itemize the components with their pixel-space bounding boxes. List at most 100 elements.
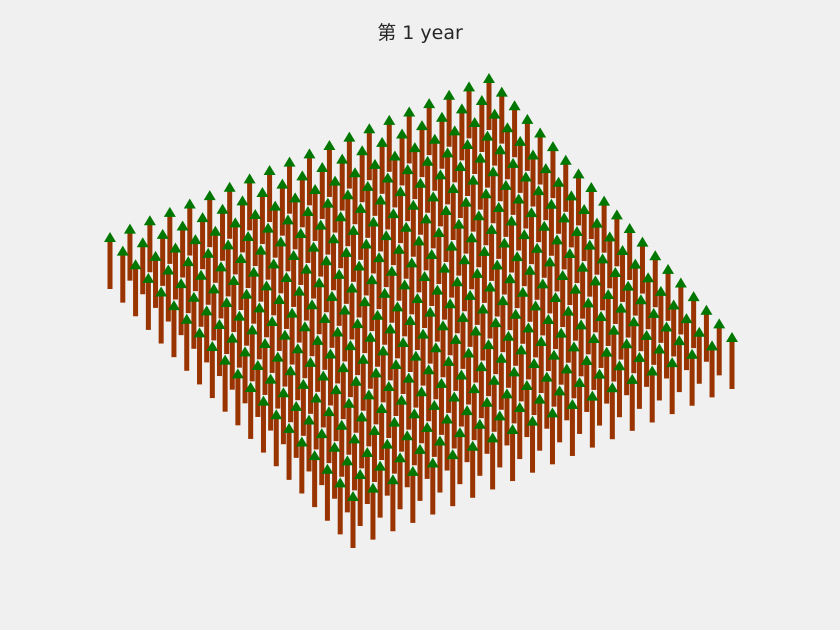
tree-marker — [444, 298, 457, 356]
tree-canopy — [383, 114, 396, 125]
tree-marker — [518, 229, 531, 287]
tree-marker — [351, 318, 364, 376]
tree-canopy — [536, 278, 549, 289]
tree-marker — [667, 299, 680, 357]
tree-canopy — [441, 413, 454, 424]
tree-trunk — [282, 338, 288, 387]
tree-marker — [646, 365, 659, 423]
tree-canopy — [437, 320, 449, 331]
tree-trunk — [434, 293, 440, 342]
tree-trunk — [279, 187, 285, 236]
tree-marker — [163, 206, 176, 264]
tree-trunk — [517, 411, 523, 460]
tree-marker — [196, 212, 209, 270]
tree-marker — [104, 232, 116, 289]
tree-layer — [104, 73, 738, 548]
tree-marker — [435, 111, 448, 169]
tree-canopy — [129, 259, 142, 270]
tree-marker — [403, 106, 416, 164]
tree-trunk — [320, 379, 326, 428]
tree-marker — [222, 239, 235, 297]
tree-trunk — [127, 232, 133, 281]
tree-trunk — [645, 281, 651, 330]
tree-trunk — [249, 333, 255, 382]
tree-canopy — [543, 256, 556, 267]
tree-marker — [555, 327, 568, 385]
tree-canopy — [406, 465, 419, 476]
tree-marker — [536, 278, 549, 336]
tree-canopy — [362, 389, 375, 400]
tree-marker — [448, 125, 461, 183]
tree-trunk — [487, 290, 493, 339]
tree-canopy — [243, 173, 256, 184]
tree-trunk — [591, 341, 597, 390]
tree-canopy — [444, 298, 457, 309]
tree-canopy — [227, 275, 240, 286]
tree-trunk — [316, 286, 322, 335]
tree-canopy — [356, 145, 369, 156]
tree-marker — [233, 310, 246, 368]
tree-canopy — [438, 262, 451, 273]
tree-canopy — [320, 255, 333, 266]
tree-trunk — [273, 418, 279, 467]
tree-canopy — [264, 373, 277, 384]
tree-trunk — [604, 355, 610, 404]
tree-trunk — [322, 321, 328, 370]
tree-canopy — [582, 297, 595, 308]
tree-canopy — [583, 239, 596, 250]
tree-trunk — [349, 291, 355, 340]
tree-marker — [203, 190, 216, 248]
tree-trunk — [299, 445, 305, 494]
tree-marker — [469, 325, 482, 383]
tree-trunk — [212, 234, 218, 283]
tree-canopy — [469, 325, 482, 336]
tree-marker — [673, 335, 686, 393]
tree-canopy — [249, 209, 262, 220]
tree-canopy — [411, 293, 424, 303]
tree-trunk — [524, 122, 530, 171]
tree-canopy — [526, 415, 539, 426]
tree-marker — [286, 307, 299, 365]
tree-trunk — [235, 377, 241, 426]
tree-canopy — [706, 340, 719, 351]
tree-canopy — [456, 311, 469, 322]
tree-canopy — [409, 350, 422, 361]
tree-marker — [516, 286, 529, 344]
tree-canopy — [354, 469, 367, 479]
tree-trunk — [678, 286, 684, 335]
tree-canopy — [693, 326, 706, 337]
tree-trunk — [409, 266, 415, 315]
tree-trunk — [332, 450, 338, 499]
tree-marker — [448, 391, 461, 449]
tree-trunk — [616, 369, 622, 418]
tree-marker — [609, 266, 622, 324]
tree-marker — [623, 222, 636, 280]
tree-canopy — [520, 380, 533, 391]
tree-marker — [502, 330, 515, 388]
tree-marker — [416, 120, 428, 178]
tree-trunk — [424, 430, 430, 479]
tree-canopy — [509, 308, 522, 319]
tree-trunk — [269, 324, 275, 373]
tree-marker — [429, 342, 442, 400]
tree-marker — [381, 172, 394, 230]
tree-marker — [468, 383, 481, 441]
tree-canopy — [273, 293, 286, 304]
tree-trunk — [407, 324, 413, 372]
tree-canopy — [236, 195, 249, 206]
tree-trunk — [571, 350, 577, 399]
tree-trunk — [477, 427, 483, 476]
tree-trunk — [454, 285, 460, 334]
tree-canopy — [306, 299, 319, 310]
tree-marker — [486, 432, 499, 490]
tree-marker — [393, 243, 405, 301]
tree-marker — [298, 321, 311, 379]
tree-canopy — [508, 366, 521, 377]
tree-marker — [590, 217, 603, 275]
tree-trunk — [187, 207, 193, 256]
tree-marker — [520, 380, 533, 438]
tree-trunk — [262, 346, 268, 395]
tree-marker — [573, 376, 586, 434]
tree-trunk — [580, 270, 586, 319]
tree-canopy — [202, 247, 215, 258]
